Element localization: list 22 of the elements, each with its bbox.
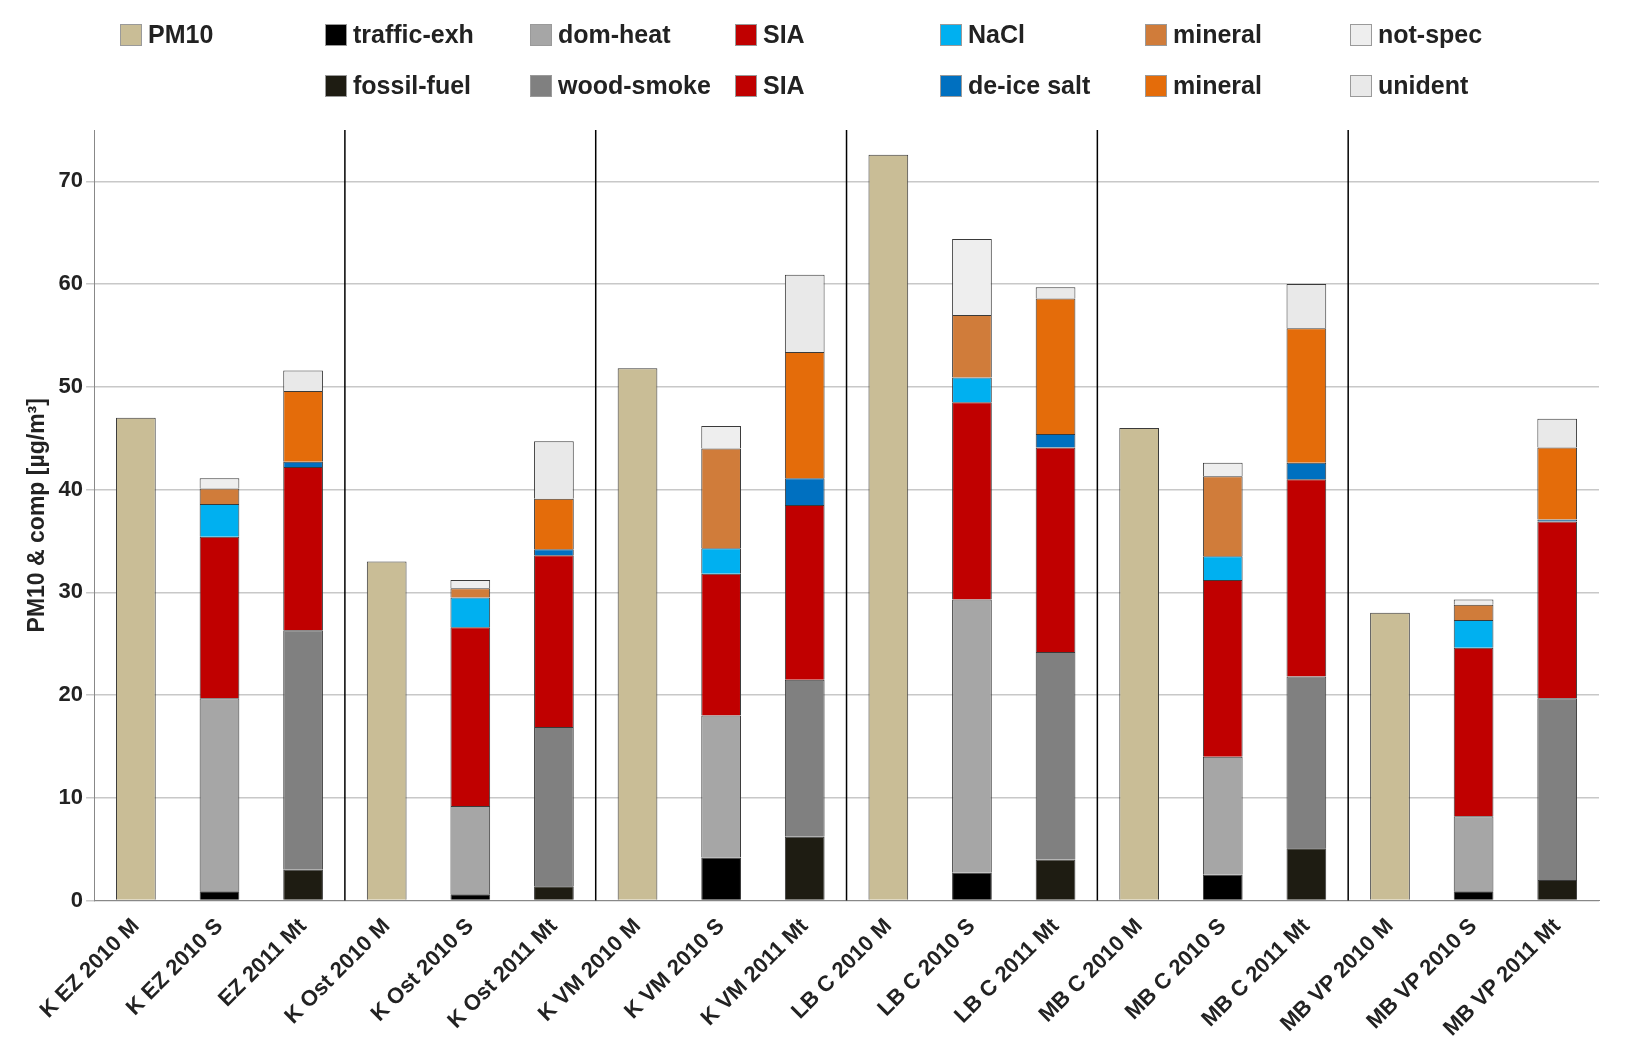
y-tick-label: 70 (58, 167, 84, 193)
y-tick-label: 20 (58, 681, 84, 707)
legend-label: unident (1378, 71, 1469, 100)
legend-label: traffic-exh (353, 20, 474, 49)
y-tick-label: 60 (58, 270, 84, 296)
legend-label: not-spec (1378, 20, 1483, 49)
y-tick-label: 0 (70, 886, 84, 912)
legend-label: mineral (1173, 71, 1262, 100)
y-axis-title: PM10 & comp [µg/m³] (23, 398, 50, 633)
legend-label: fossil-fuel (353, 71, 472, 100)
y-tick-label: 50 (58, 372, 84, 398)
y-tick-label: 40 (58, 475, 84, 501)
legend-label: dom-heat (558, 20, 671, 49)
legend-label: mineral (1173, 20, 1262, 49)
legend-label: PM10 (148, 20, 214, 49)
legend-label: de-ice salt (968, 71, 1091, 100)
legend-label: wood-smoke (558, 71, 711, 100)
legend-label: SIA (763, 71, 805, 100)
legend-label: SIA (763, 20, 805, 49)
y-tick-label: 30 (58, 578, 84, 604)
legend-label: NaCl (968, 20, 1025, 49)
y-tick-label: 10 (58, 783, 84, 809)
